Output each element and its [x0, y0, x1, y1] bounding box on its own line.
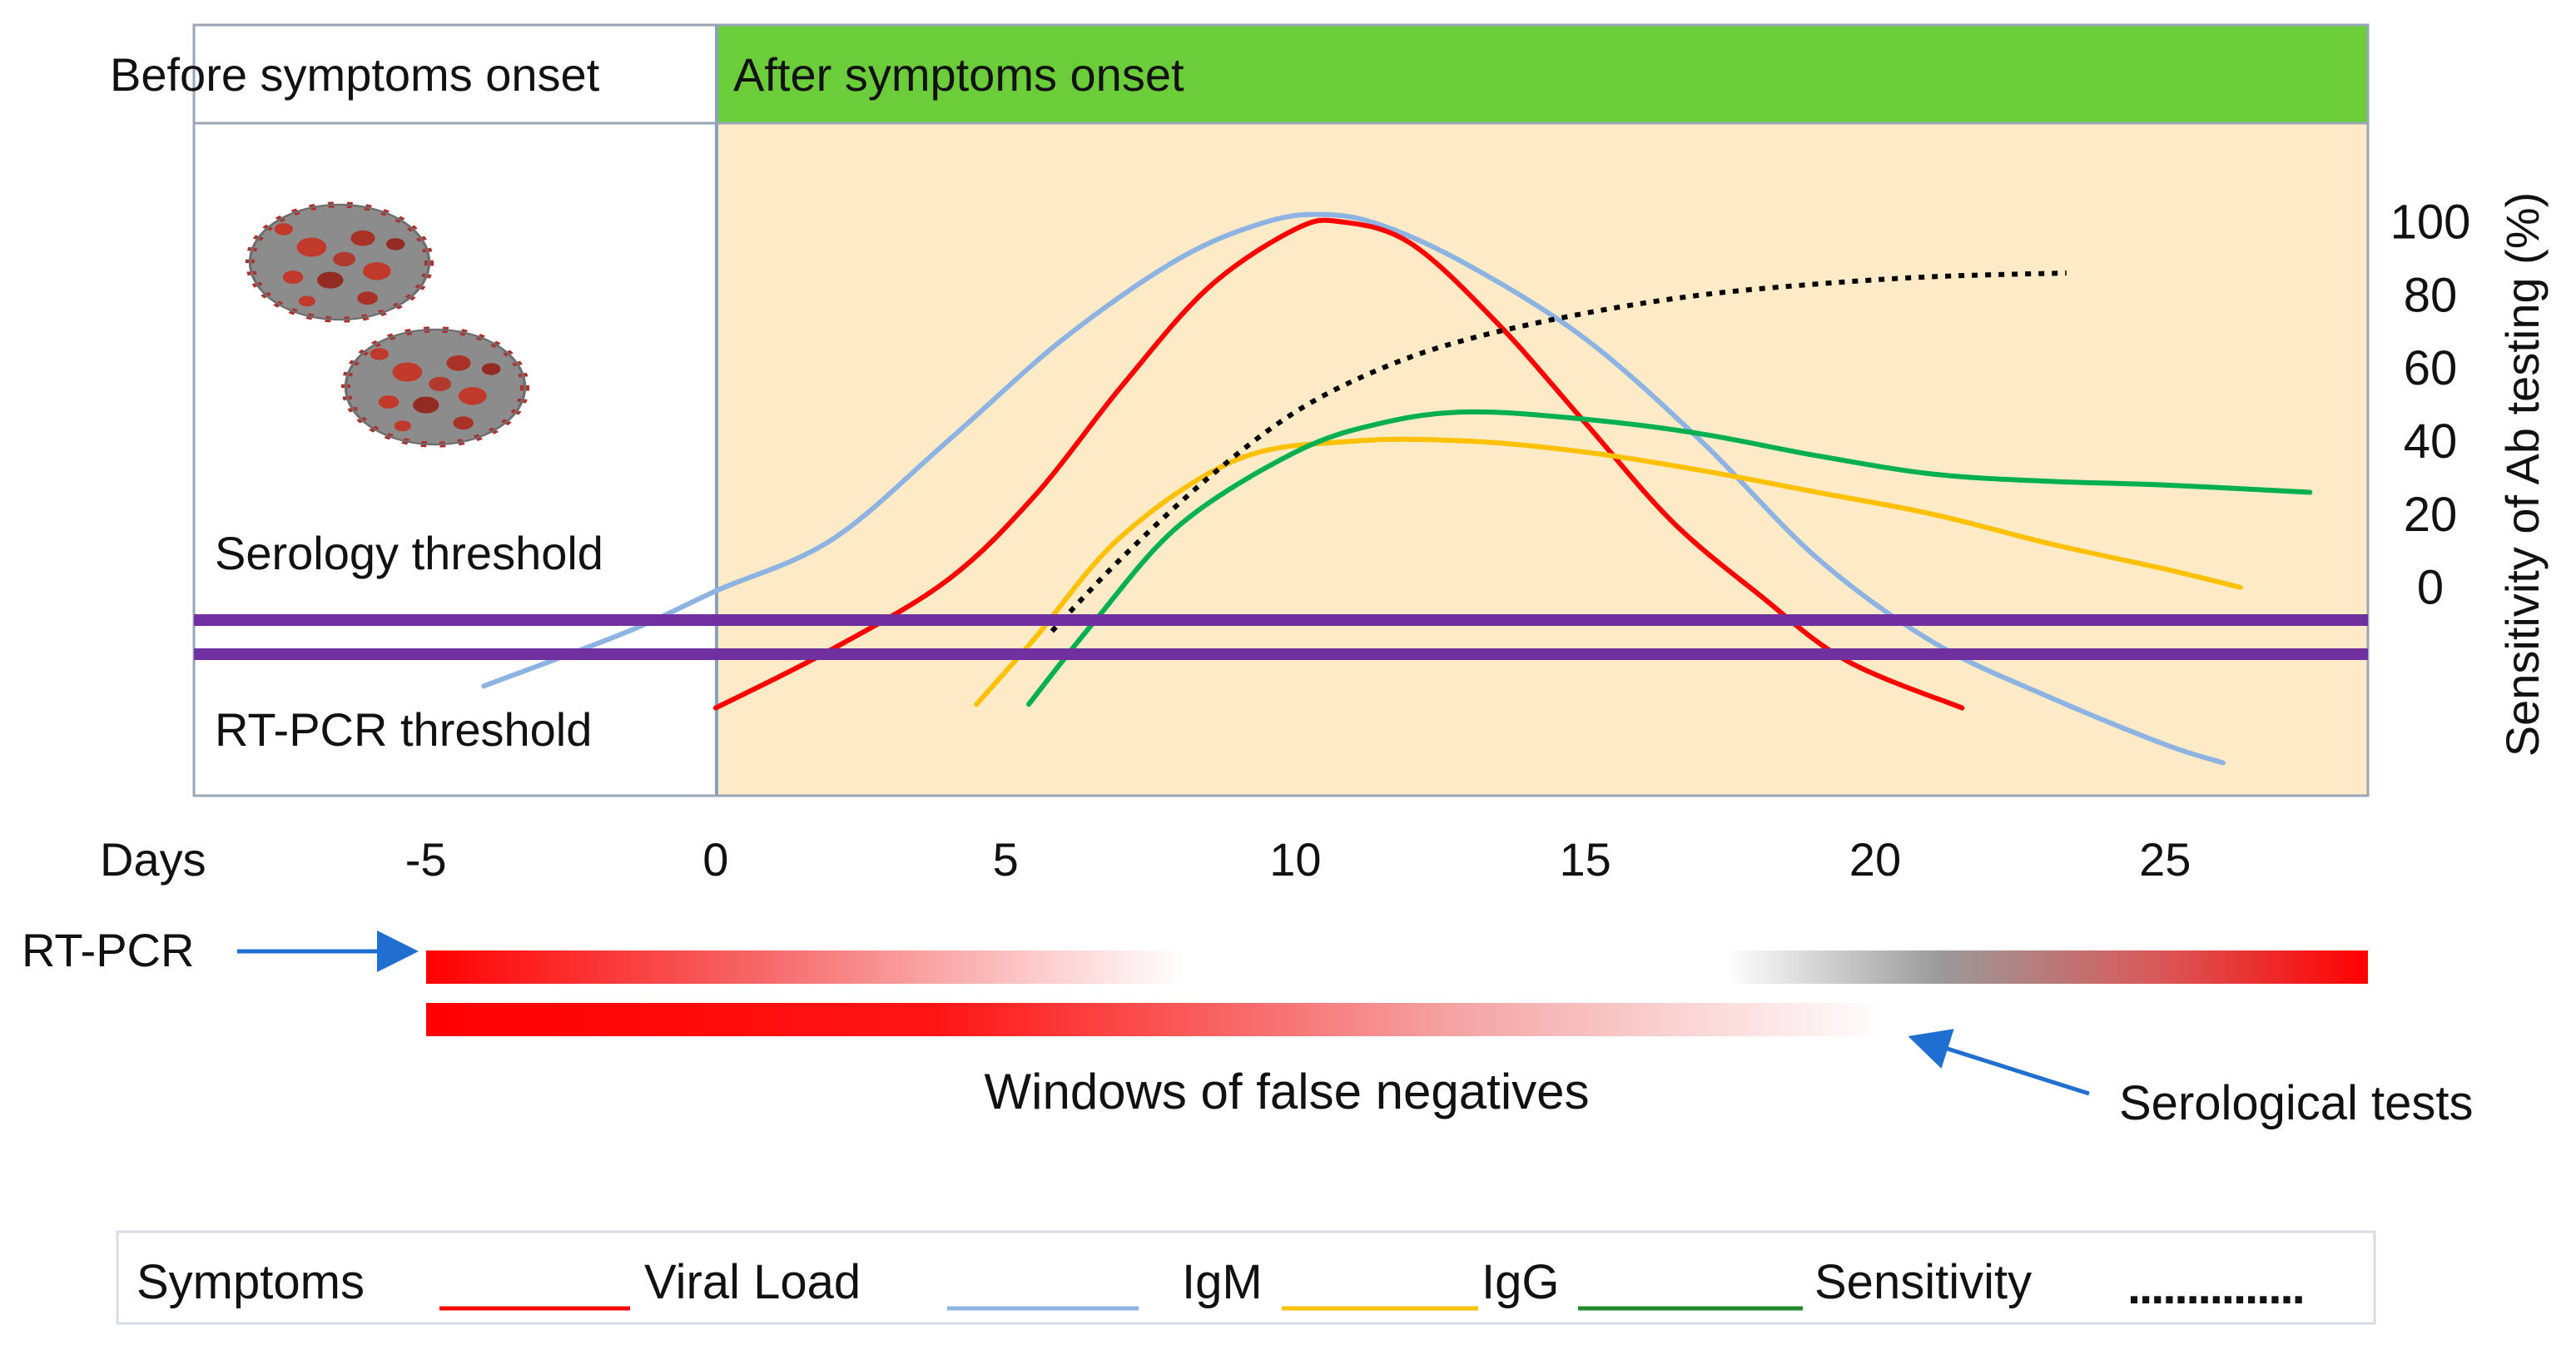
- x-tick-label: -5: [405, 833, 447, 886]
- x-tick-label: 15: [1560, 833, 1611, 886]
- x-tick-label: 20: [1849, 833, 1901, 886]
- series-igg-line: [1026, 409, 2313, 707]
- legend-viral-load-label: Viral Load: [644, 1255, 861, 1309]
- serology-false-negative-bar: [426, 1003, 1888, 1036]
- series-sensitivity-line: [1050, 270, 2067, 633]
- legend-igg-label: IgG: [1482, 1255, 1560, 1309]
- rtpcr-bar-label: RT-PCR: [22, 924, 194, 976]
- y-tick-label: 20: [2404, 488, 2458, 542]
- x-tick-label: 5: [993, 833, 1019, 886]
- series-symptoms-line: [481, 211, 2226, 766]
- coronavirus-icon: [345, 330, 524, 444]
- rtpcr-threshold-label: RT-PCR threshold: [215, 703, 592, 756]
- x-tick-label: 10: [1269, 833, 1321, 886]
- legend-sensitivity-label: Sensitivity: [1814, 1255, 2032, 1309]
- legend-symptoms-label: Symptoms: [136, 1255, 365, 1309]
- legend-box: [116, 1230, 2376, 1325]
- series-igm-line: [974, 436, 2243, 707]
- x-axis-ticks: -5 0 5 10 15 20 25: [405, 833, 2191, 886]
- serological-arrow-icon: [1908, 1029, 2090, 1096]
- series-viral-load-line: [712, 217, 1965, 711]
- serological-tests-label: Serological tests: [2119, 1076, 2474, 1130]
- serology-threshold-label: Serology threshold: [215, 527, 603, 579]
- windows-of-false-negatives-label: Windows of false negatives: [984, 1064, 1589, 1119]
- before-onset-header: [192, 23, 718, 125]
- y-tick-label: 40: [2404, 414, 2458, 469]
- y-tick-label: 80: [2404, 268, 2458, 322]
- curves-layer: [481, 211, 2313, 766]
- x-tick-label: 25: [2139, 833, 2191, 886]
- y-tick-label: 0: [2417, 561, 2444, 615]
- after-onset-label: After symptoms onset: [733, 48, 1184, 101]
- after-onset-header: [715, 23, 2370, 125]
- legend-dotted-swatch: ...............: [2127, 1260, 2304, 1314]
- y-axis-title: Sensitivity of Ab testing (%): [2496, 192, 2549, 757]
- x-tick-label: 0: [702, 833, 728, 886]
- rtpcr-false-negative-bar: [426, 950, 2368, 984]
- coronavirus-icon: [250, 205, 429, 320]
- y-tick-label: 100: [2390, 196, 2471, 250]
- before-onset-label: Before symptoms onset: [110, 48, 600, 101]
- y-axis-ticks: 100 80 60 40 20 0: [2390, 196, 2471, 615]
- x-axis-title: Days: [100, 833, 206, 886]
- after-onset-panel: [715, 122, 2370, 797]
- y-tick-label: 60: [2404, 341, 2458, 395]
- legend-igm-label: IgM: [1182, 1255, 1263, 1309]
